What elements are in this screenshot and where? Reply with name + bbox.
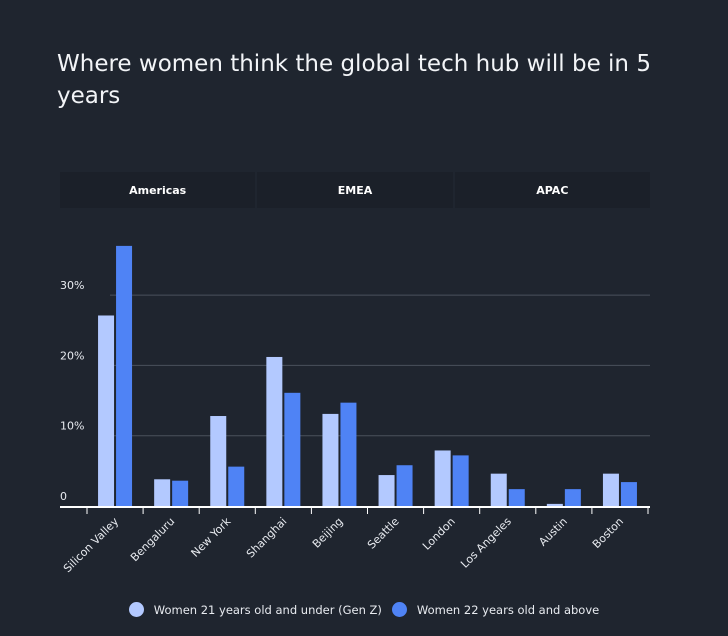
chart-title: Where women think the global tech hub wi… [57,51,651,109]
bar-22-plus [564,489,581,506]
bar-gen-z [98,315,115,506]
region-tabs: Americas EMEA APAC [60,172,650,208]
tab-americas[interactable]: Americas [60,172,256,208]
legend: Women 21 years old and under (Gen Z) Wom… [0,602,728,617]
x-tick-label: Silicon Valley [61,515,122,576]
legend-item-gen-z[interactable]: Women 21 years old and under (Gen Z) [128,602,382,617]
x-tick-label: Seattle [365,515,402,552]
bar-22-plus [340,402,357,506]
legend-item-22-plus[interactable]: Women 22 years old and above [391,602,600,617]
y-tick-label: 0 [60,490,67,503]
x-tick-label: Beijing [310,515,346,551]
x-tick-label: Los Angeles [458,515,514,571]
bar-22-plus [508,489,525,506]
bar-22-plus [284,392,301,506]
x-tick-label: London [420,515,458,553]
bar-22-plus [228,466,245,506]
x-tick-label: New York [189,514,234,559]
x-tick-label: Shanghai [244,515,290,561]
bar-gen-z [378,475,395,506]
legend-label: Women 22 years old and above [416,602,600,617]
bar-22-plus [620,482,637,506]
bar-gen-z [266,356,283,506]
bar-22-plus [172,480,189,506]
bar-22-plus [116,245,133,506]
y-tick-label: 10% [60,420,84,433]
bar-gen-z [602,473,619,506]
bar-gen-z [322,413,339,506]
bar-gen-z [546,503,563,506]
bar-gen-z [434,450,451,506]
legend-dot-icon [128,602,144,617]
legend-dot-icon [391,602,407,617]
tab-apac[interactable]: APAC [454,172,650,208]
bar-22-plus [452,455,469,506]
y-tick-label: 20% [60,349,84,362]
bar-gen-z [154,479,171,506]
legend-label: Women 21 years old and under (Gen Z) [153,602,382,617]
tab-emea[interactable]: EMEA [257,172,453,208]
bar-gen-z [210,416,227,506]
y-tick-label: 30% [60,279,84,292]
bar-gen-z [490,473,507,506]
x-tick-label: Austin [536,515,570,549]
bar-22-plus [396,465,413,506]
x-tick-label: Boston [590,515,626,551]
bar-chart: 0 10% 20% 30% Silicon Valley Bengaluru New Yor… [60,245,650,576]
x-tick-label: Bengaluru [128,515,177,564]
